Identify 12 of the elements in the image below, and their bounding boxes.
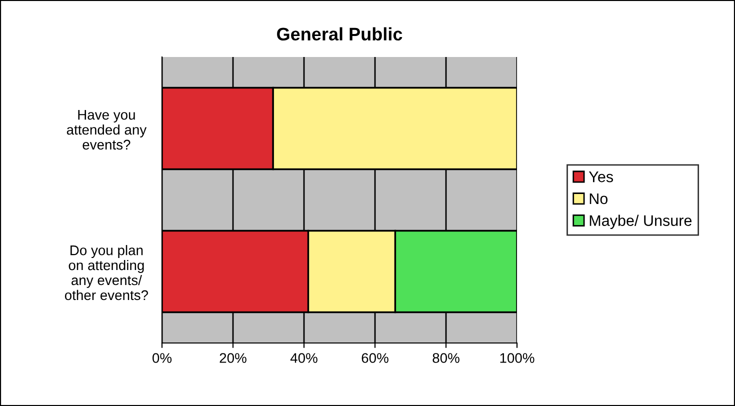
- chart-title: General Public: [277, 27, 402, 41]
- legend-label: No: [590, 193, 608, 204]
- x-tick-label: 0%: [152, 353, 172, 363]
- x-tick-label: 100%: [500, 353, 534, 363]
- x-tick-label: 80%: [432, 353, 460, 363]
- y-tick-label: Have you attended any events?: [66, 110, 147, 150]
- legend-label: Maybe/ Unsure: [590, 214, 692, 229]
- x-tick-label: 20%: [220, 353, 246, 363]
- y-tick-label: Do you plan on attending any events/ other events?: [64, 245, 148, 300]
- x-tick-label: 60%: [362, 353, 388, 363]
- x-tick-label: 40%: [290, 353, 318, 363]
- legend-label: Yes: [588, 172, 614, 182]
